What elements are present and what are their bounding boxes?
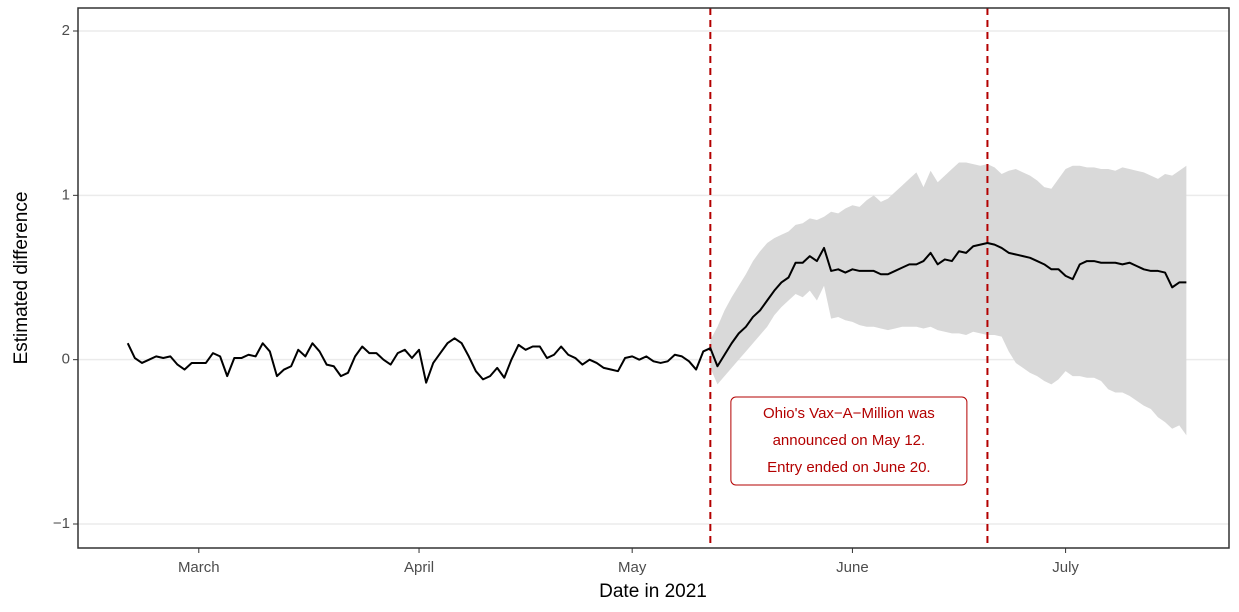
annotation-text: announced on May 12. [773,432,926,449]
y-tick-label: −1 [53,515,70,532]
x-axis-label: Date in 2021 [599,581,707,602]
y-axis-label: Estimated difference [11,192,32,365]
annotation-box [730,396,968,486]
x-tick-label: April [404,559,434,576]
x-tick-label: May [618,559,647,576]
x-tick-label: March [178,559,220,576]
y-tick-label: 2 [62,22,70,39]
annotation-text: Ohio's Vax−A−Million was [763,405,935,422]
x-tick-label: June [836,559,869,576]
annotation-text: Entry ended on June 20. [767,459,930,476]
estimate-line [126,241,1187,384]
y-tick-label: 0 [62,351,70,368]
plot-border [77,7,1230,549]
y-tick-label: 1 [62,186,70,203]
confidence-band [710,162,1187,436]
x-tick-label: July [1052,559,1079,576]
